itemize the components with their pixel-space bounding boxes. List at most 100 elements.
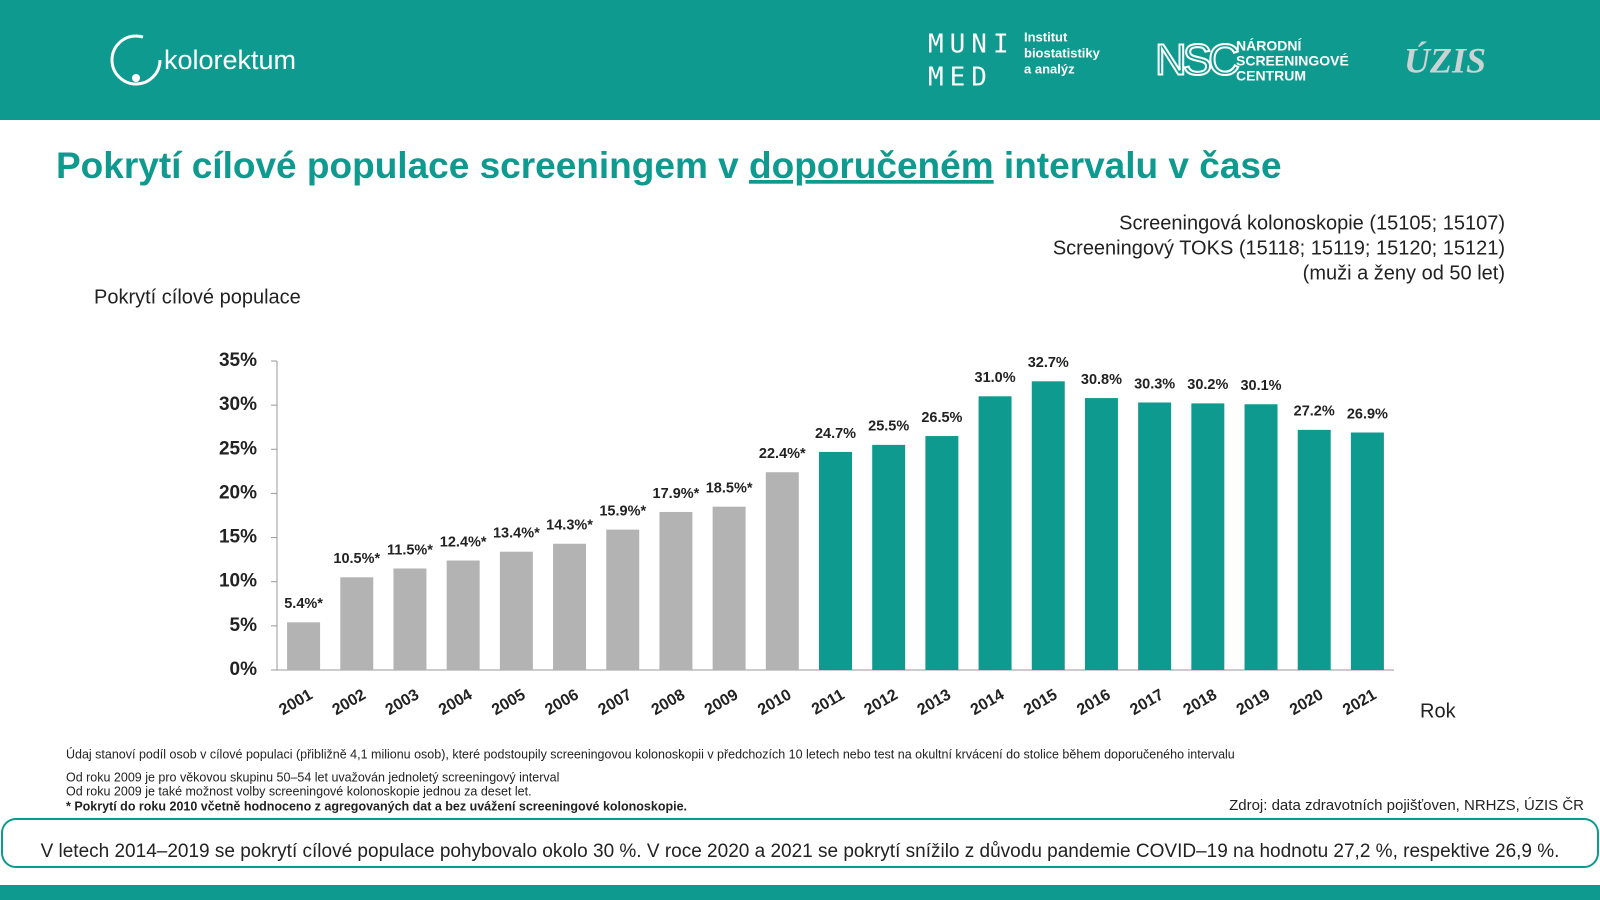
x-tick-label: 2020 xyxy=(1287,686,1326,719)
brand-name: kolorektum xyxy=(164,45,296,75)
bar xyxy=(287,622,321,670)
x-tick-label: 2007 xyxy=(596,686,635,719)
x-tick-label: 2004 xyxy=(436,686,475,719)
bar xyxy=(765,472,799,670)
value-label: 30.3% xyxy=(1134,376,1175,392)
x-tick-label: 2011 xyxy=(809,686,848,718)
x-tick-label: 2009 xyxy=(702,686,741,719)
subtitle: Screeningový TOKS (15118; 15119; 15120; … xyxy=(1053,237,1505,259)
med: MED xyxy=(928,63,993,93)
muni: MUNI xyxy=(928,30,1015,60)
title-part: Pokrytí cílové populace screeningem v xyxy=(56,145,749,186)
note: Od roku 2009 je také možnost volby scree… xyxy=(66,784,532,798)
x-tick-label: 2018 xyxy=(1181,686,1220,719)
x-tick-label: 2017 xyxy=(1127,686,1166,719)
value-label: 24.7% xyxy=(815,426,856,442)
bar xyxy=(340,577,374,670)
bar xyxy=(1031,381,1065,670)
institute-line: Institut xyxy=(1024,29,1068,44)
value-label: 12.4%* xyxy=(440,534,487,550)
y-tick-label: 0% xyxy=(230,659,258,680)
bar xyxy=(819,451,852,670)
source: Zdroj: data zdravotních pojišťoven, NRHZ… xyxy=(1229,797,1584,814)
value-label: 11.5%* xyxy=(387,542,433,558)
value-label: 5.4%* xyxy=(284,596,323,612)
value-label: 17.9%* xyxy=(653,486,700,502)
bar xyxy=(659,511,693,670)
brand-logo xyxy=(110,34,162,86)
bar xyxy=(1350,432,1384,670)
summary-box xyxy=(1,818,1599,868)
title-part: intervalu v čase xyxy=(994,145,1282,186)
bar xyxy=(1297,429,1331,670)
note: Údaj stanoví podíl osob v cílové populac… xyxy=(66,746,1235,761)
footer-band xyxy=(0,885,1600,900)
x-tick-label: 2010 xyxy=(755,686,794,719)
value-label: 14.3%* xyxy=(546,518,593,534)
x-tick-label: 2006 xyxy=(542,686,581,719)
nsc-line: NÁRODNÍ xyxy=(1236,38,1302,54)
value-label: 18.5%* xyxy=(706,480,753,496)
x-tick-label: 2012 xyxy=(861,686,900,719)
value-label: 30.1% xyxy=(1240,378,1281,394)
value-label: 32.7% xyxy=(1028,355,1069,371)
chart-title: Pokrytí cílové populace screeningem v do… xyxy=(56,145,1282,186)
bar xyxy=(553,543,587,670)
subtitle: Screeningová kolonoskopie (15105; 15107) xyxy=(1119,212,1505,234)
x-axis-label: Rok xyxy=(1420,700,1457,722)
institute-line: biostatistiky xyxy=(1024,45,1101,60)
x-tick-label: 2021 xyxy=(1340,686,1379,719)
x-tick-label: 2015 xyxy=(1021,686,1060,719)
x-tick-label: 2019 xyxy=(1234,686,1273,719)
institute-line: a analýz xyxy=(1024,61,1075,76)
subtitle: (muži a ženy od 50 let) xyxy=(1303,262,1505,284)
brand-logo-dot xyxy=(132,74,140,82)
bar xyxy=(393,568,427,670)
y-tick-label: 25% xyxy=(219,438,257,459)
value-label: 30.2% xyxy=(1187,377,1228,393)
note: * Pokrytí do roku 2010 včetně hodnoceno … xyxy=(66,799,687,813)
bar xyxy=(606,529,640,670)
title-emphasis: doporučeném xyxy=(749,145,994,186)
y-tick-label: 5% xyxy=(230,615,258,636)
note: Od roku 2009 je pro věkovou skupinu 50–5… xyxy=(66,770,559,784)
bar xyxy=(499,551,533,670)
nsc-logo: NSC xyxy=(1155,36,1239,85)
value-label: 30.8% xyxy=(1081,372,1122,388)
x-tick-label: 2002 xyxy=(330,686,369,719)
x-tick-label: 2013 xyxy=(915,686,954,719)
value-label: 15.9%* xyxy=(599,503,646,519)
y-tick-label: 20% xyxy=(219,482,257,503)
x-tick-label: 2008 xyxy=(649,686,688,719)
value-label: 27.2% xyxy=(1294,404,1335,420)
nsc-line: CENTRUM xyxy=(1236,68,1306,84)
y-tick-label: 35% xyxy=(219,350,257,371)
value-label: 13.4%* xyxy=(493,526,540,542)
x-tick-label: 2014 xyxy=(968,686,1007,719)
nsc-line: SCREENINGOVÉ xyxy=(1236,53,1349,69)
x-tick-label: 2003 xyxy=(383,686,422,719)
y-tick-label: 10% xyxy=(219,571,257,592)
bar xyxy=(1244,404,1278,670)
value-label: 22.4%* xyxy=(759,446,806,462)
y-axis-label: Pokrytí cílové populace xyxy=(94,286,301,308)
value-label: 26.9% xyxy=(1347,406,1388,422)
bar xyxy=(925,436,959,670)
bar xyxy=(1191,403,1225,670)
header-band xyxy=(0,0,1600,120)
bar xyxy=(1138,402,1172,670)
summary: V letech 2014–2019 se pokrytí cílové pop… xyxy=(41,841,1560,862)
uzis-logo: ÚZIS xyxy=(1404,40,1486,80)
bar xyxy=(446,560,480,670)
x-tick-label: 2001 xyxy=(276,686,315,719)
value-label: 25.5% xyxy=(868,419,909,435)
y-tick-label: 15% xyxy=(219,527,257,548)
bar xyxy=(1084,398,1118,670)
bar xyxy=(978,396,1012,670)
value-label: 31.0% xyxy=(975,370,1016,386)
value-label: 26.5% xyxy=(921,410,962,426)
x-tick-label: 2005 xyxy=(489,686,528,719)
bar xyxy=(712,506,746,670)
y-tick-label: 30% xyxy=(219,394,257,415)
